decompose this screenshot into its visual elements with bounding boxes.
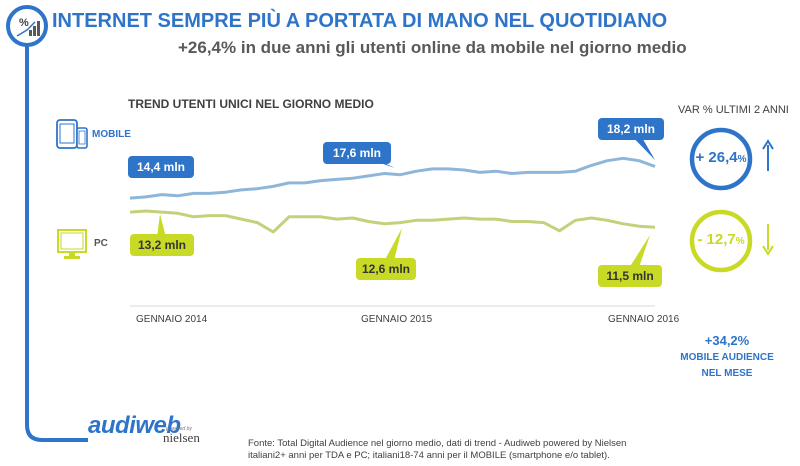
callout-pc: 12,6 mln xyxy=(356,228,416,280)
logo-powered-by: powered by xyxy=(166,426,192,432)
source-line-2: italiani2+ anni per TDA e PC; italiani18… xyxy=(248,450,610,461)
svg-text:%: % xyxy=(19,17,29,29)
audiweb-logo: audiweb xyxy=(88,412,181,439)
callout-label: 18,2 mln xyxy=(607,122,655,136)
mobile-audience-label-1: MOBILE AUDIENCE xyxy=(680,352,774,363)
callout-box xyxy=(356,258,416,280)
callout-label: 13,2 mln xyxy=(138,238,186,252)
x-tick-label: GENNAIO 2014 xyxy=(136,314,208,325)
series-line-pc xyxy=(129,209,656,234)
pc-variation-value: - 12,7% xyxy=(697,231,745,248)
connector-line xyxy=(25,45,88,442)
callout-box xyxy=(128,156,194,178)
callout-box xyxy=(323,142,391,164)
page-subtitle: +26,4% in due anni gli utenti online da … xyxy=(178,38,687,57)
callout-label: 17,6 mln xyxy=(333,146,381,160)
arrow-up-icon xyxy=(762,139,774,171)
mobile-device-icon xyxy=(55,118,91,157)
source-note: Fonte: Total Digital Audience nel giorno… xyxy=(248,438,626,462)
chart-title: TREND UTENTI UNICI NEL GIORNO MEDIO xyxy=(128,97,374,111)
growth-percent-icon: % xyxy=(5,4,49,48)
nielsen-logo: nielsen xyxy=(163,430,200,445)
mobile-variation-value: + 26,4% xyxy=(695,149,747,166)
callout-label: 14,4 mln xyxy=(137,160,185,174)
callout-pc: 11,5 mln xyxy=(598,235,662,287)
callout-pc: 13,2 mln xyxy=(130,214,194,256)
pc-variation-circle xyxy=(689,209,753,273)
source-line-1: Fonte: Total Digital Audience nel giorno… xyxy=(248,438,627,449)
series-line-mobile xyxy=(129,156,656,200)
pc-monitor-icon xyxy=(56,228,90,267)
callout-label: 11,5 mln xyxy=(606,269,653,283)
variation-header: VAR % ULTIMI 2 ANNI xyxy=(678,104,789,116)
x-tick-label: GENNAIO 2016 xyxy=(608,314,680,325)
callout-mobile: 17,6 mln xyxy=(323,142,395,168)
mobile-audience-label-2: NEL MESE xyxy=(701,368,753,379)
callout-mobile: 14,4 mln xyxy=(128,156,194,178)
pc-label: PC xyxy=(94,238,108,249)
arrow-down-icon xyxy=(762,224,774,256)
mobile-variation-circle xyxy=(689,127,753,191)
page-title: INTERNET SEMPRE PIÙ A PORTATA DI MANO NE… xyxy=(52,10,668,32)
callout-box xyxy=(130,234,194,256)
mobile-label: MOBILE xyxy=(92,129,131,140)
callout-box xyxy=(598,118,664,140)
mobile-audience-value: +34,2% xyxy=(704,333,750,348)
x-tick-label: GENNAIO 2015 xyxy=(361,314,433,325)
mobile-audience-box: +34,2% MOBILE AUDIENCE NEL MESE xyxy=(672,333,782,380)
callout-box xyxy=(598,265,662,287)
callout-mobile: 18,2 mln xyxy=(598,118,664,160)
callout-label: 12,6 mln xyxy=(362,262,410,276)
